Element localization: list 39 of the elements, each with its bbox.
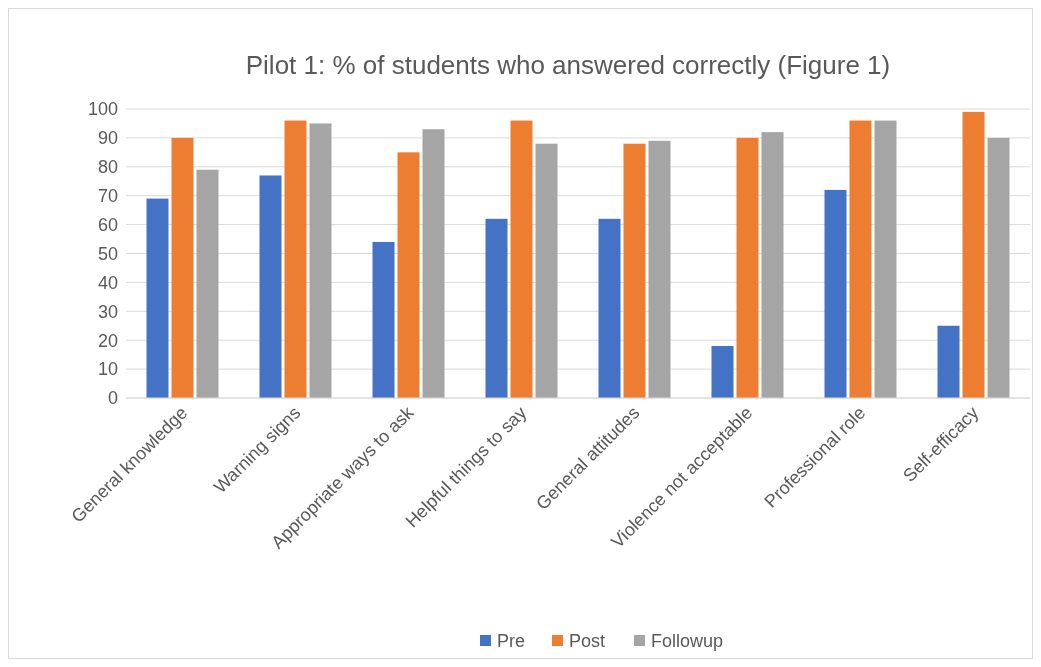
bar [485, 218, 508, 398]
y-tick-label: 100 [87, 99, 118, 120]
legend-label: Pre [497, 631, 526, 652]
bar [736, 137, 759, 398]
bar [309, 123, 332, 398]
y-tick-label: 60 [97, 214, 118, 235]
bar [259, 175, 282, 398]
bar [874, 120, 897, 398]
bar [535, 143, 558, 398]
y-tick-label: 90 [97, 128, 118, 149]
bar [510, 120, 533, 398]
bar [761, 132, 784, 398]
legend-label: Followup [651, 631, 724, 652]
bar [849, 120, 872, 398]
bar [623, 143, 646, 398]
bar [711, 345, 734, 398]
y-tick-label: 70 [97, 186, 118, 206]
bar [196, 169, 219, 398]
bar [598, 218, 621, 398]
y-tick-label: 40 [97, 272, 118, 293]
bar [171, 137, 194, 398]
bar [397, 152, 420, 398]
bar [284, 120, 307, 398]
y-tick-label: 30 [97, 301, 118, 322]
bar [648, 140, 671, 398]
bar [937, 325, 960, 398]
bar [422, 129, 445, 398]
bar [146, 198, 169, 398]
y-tick-label: 0 [107, 388, 118, 409]
bar [824, 189, 847, 398]
bar [372, 241, 395, 398]
y-tick-label: 10 [97, 359, 118, 380]
y-tick-label: 50 [97, 243, 118, 264]
bar [962, 111, 985, 398]
y-tick-label: 80 [97, 157, 118, 178]
y-tick-label: 20 [97, 330, 118, 351]
bar [987, 137, 1010, 398]
legend-label: Post [569, 631, 606, 652]
chart-title: Pilot 1: % of students who answered correctly (Figure 1) [245, 50, 891, 80]
